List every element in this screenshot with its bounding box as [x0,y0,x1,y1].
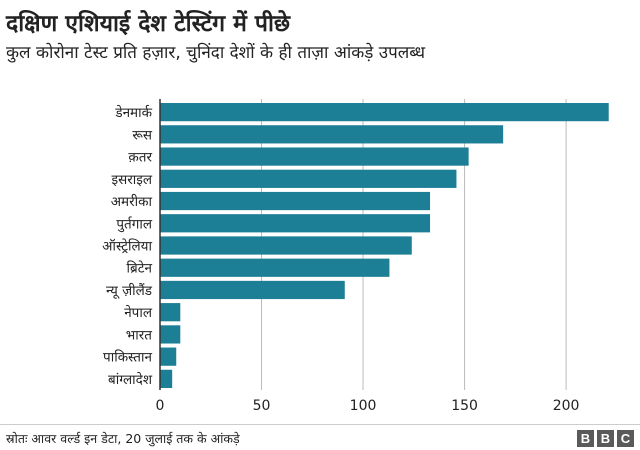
bar [160,191,431,211]
bar [160,125,504,144]
x-tick-label: 150 [451,398,478,414]
x-tick-label: 100 [350,398,377,414]
chart-title: दक्षिण एशियाई देश टेस्टिंग में पीछे [6,11,291,37]
bar [160,369,173,388]
bar [160,103,609,122]
bar [160,169,457,188]
category-label: नेपाल [124,304,153,321]
category-label: भारत [126,327,153,343]
bar [160,347,177,366]
bar [160,303,181,322]
bar [160,258,390,277]
x-tick-label: 50 [253,398,271,414]
category-label: इसराइल [111,172,152,188]
x-tick-label: 0 [156,398,165,414]
logo-letter-c: C [617,430,634,447]
bar [160,214,431,233]
category-label: पाकिस्तान [103,349,152,366]
bar-chart: 0 50 100 150 200 डेनमार्क रूस क़तर इसराइल अमरीका प… [102,99,609,414]
category-label: अमरीका [111,193,153,210]
logo-letter-b1: B [577,430,594,447]
category-label: बांग्लादेश [108,371,153,388]
bar [160,325,181,344]
bbc-logo: B B C [577,430,634,447]
footer-divider [0,424,640,425]
x-tick-label: 200 [553,398,580,414]
category-label: रूस [132,127,152,143]
category-label: क़तर [128,150,152,166]
source-note: स्रोतः आवर वर्ल्ड इन डेटा, 20 जुलाई तक क… [6,431,240,446]
category-label: न्यू ज़ीलैंड [106,282,153,299]
bar [160,280,345,300]
chart-subtitle: कुल कोरोना टेस्ट प्रति हज़ार, चुनिंदा दे… [6,43,426,63]
category-label: डेनमार्क [114,104,152,121]
category-label: ब्रिटेन [126,260,152,277]
category-label: पुर्तगाल [116,215,152,232]
bar [160,147,469,166]
category-label: ऑस्ट्रेलिया [102,238,152,255]
logo-letter-b2: B [597,430,614,447]
bar [160,236,412,255]
